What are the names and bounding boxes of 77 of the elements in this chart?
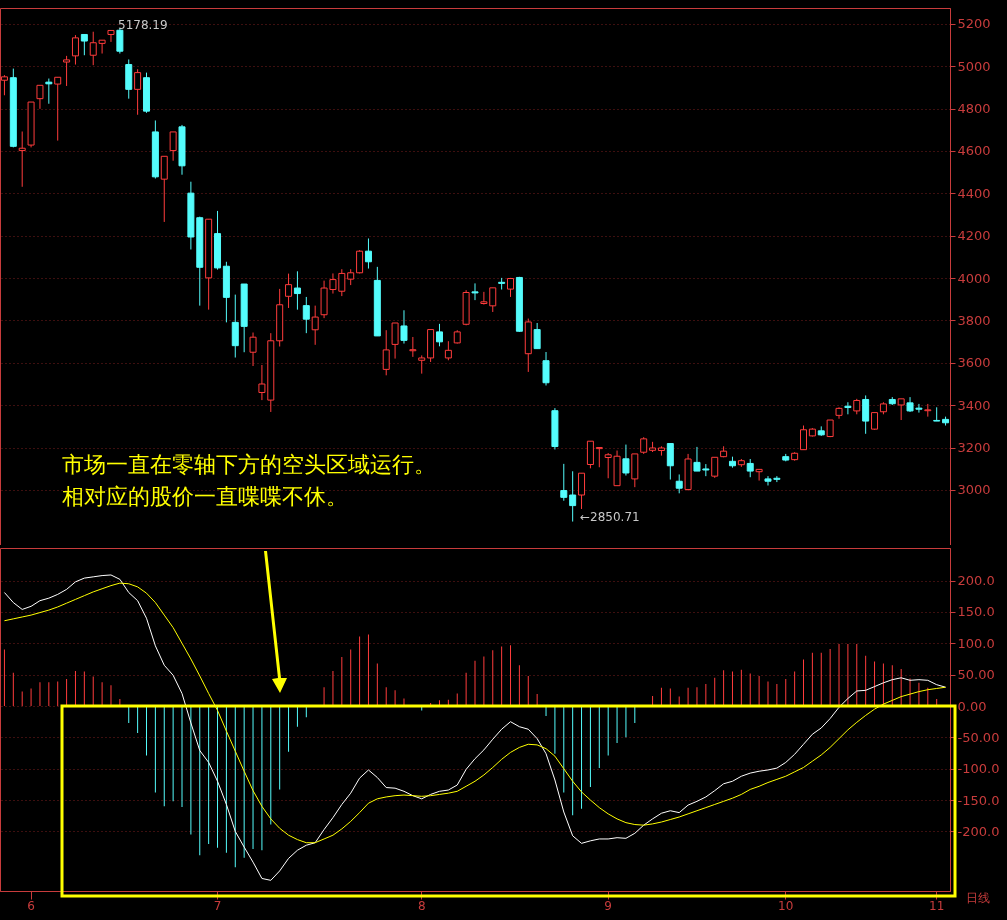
y-tick-label: 4200 [957,228,991,244]
y-tick-label: 5200 [957,16,991,32]
candlestick [578,472,586,510]
y-tick-label: 50.00 [957,667,995,683]
candlestick [933,406,941,422]
candlestick [755,468,763,482]
candlestick [844,401,852,415]
candlestick [862,394,870,435]
candlestick [382,329,390,376]
candlestick [36,84,44,110]
candlestick [542,351,550,386]
candlestick [160,155,168,223]
candlestick [285,273,293,309]
x-tick-label: 9 [604,898,612,913]
candlestick [231,294,239,359]
y-tick-label: -100.0 [957,761,1000,777]
candlestick [391,322,399,360]
candlestick [249,332,257,367]
y-tick-label: 5000 [957,58,991,74]
candlestick [302,296,310,334]
candlestick [711,456,719,479]
candlestick [560,463,568,502]
x-tick-label: 7 [213,898,222,913]
candlestick [71,34,79,66]
y-tick-label: -200.0 [957,823,1000,839]
y-tick-label: 4800 [957,101,991,117]
candlestick [622,444,630,477]
candlestick [107,29,115,43]
y-tick-label: -150.0 [957,792,1000,808]
annotation: 相对应的股价一直喋喋不休。 [62,484,348,509]
candlestick [409,336,417,358]
y-tick-label: 4600 [957,143,991,159]
candlestick [444,340,452,361]
y-tick-label: 200.0 [957,573,995,589]
candlestick [800,425,807,451]
candlestick [569,470,577,523]
candlestick [293,270,301,311]
candlestick [364,237,372,270]
candlestick [435,323,443,347]
candlestick [80,33,88,56]
annotation: ←2850.71 [580,510,640,524]
candlestick [54,76,62,142]
candlestick [116,28,124,55]
candlestick [311,305,319,346]
y-tick-label: 3800 [957,312,991,328]
y-tick-label: 4000 [957,270,991,286]
text: 日线 [966,891,990,905]
x-tick-label: 6 [27,898,35,913]
candlestick [666,443,674,481]
candlestick [169,131,177,162]
y-tick-label: 150.0 [957,604,995,620]
y-tick-label: 3200 [957,440,991,456]
candlestick [586,440,594,469]
candlestick [675,473,683,494]
x-tick-label: 10 [778,898,794,913]
candlestick [418,354,426,375]
annotation: 市场一直在零轴下方的空头区域运行。 [62,452,436,477]
candlestick [45,78,53,105]
candlestick [533,322,541,350]
candlestick [400,309,408,345]
candlestick [897,398,905,421]
y-tick-label: 0.00 [957,698,987,714]
candlestick [471,282,479,301]
candlestick [134,68,142,116]
y-tick-label: 100.0 [957,635,995,651]
y-tick-label: 3400 [957,397,991,413]
x-tick-label: 8 [417,898,426,913]
candlestick [595,446,603,468]
y-tick-label: -50.00 [957,729,1000,745]
x-tick-label: 11 [929,898,945,913]
y-tick-label: 3000 [957,482,991,498]
candlestick [18,131,26,188]
candlestick [746,458,754,478]
y-tick-label: 4400 [957,185,991,201]
annotation: 5178.19 [118,18,168,32]
candlestick [63,55,71,87]
y-tick-label: 3600 [957,355,991,371]
